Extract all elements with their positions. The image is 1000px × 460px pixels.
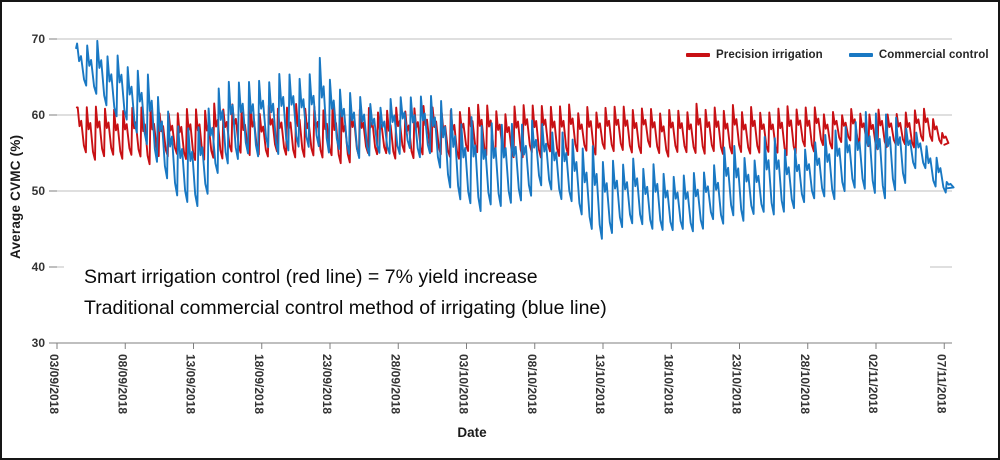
x-tick-label: 18/10/2018 bbox=[661, 354, 675, 414]
series-line-commercial-control bbox=[75, 39, 955, 240]
y-tick-label: 50 bbox=[32, 184, 46, 198]
x-tick-label: 28/10/2018 bbox=[798, 354, 812, 414]
blue-line-swatch-icon bbox=[848, 53, 873, 57]
x-tick-label: 13/09/2018 bbox=[184, 354, 198, 414]
annotation-line-1: Smart irrigation control (red line) = 7%… bbox=[84, 266, 538, 288]
x-tick-label: 03/10/2018 bbox=[457, 354, 471, 414]
x-tick-label: 03/09/2018 bbox=[47, 354, 61, 414]
legend: Precision irrigation Commercial control bbox=[686, 49, 989, 61]
y-tick-label: 60 bbox=[32, 108, 46, 122]
legend-label: Precision irrigation bbox=[716, 49, 823, 61]
y-tick-label: 70 bbox=[32, 32, 46, 46]
legend-item-commercial-control: Commercial control bbox=[848, 49, 989, 61]
x-tick-label: 13/10/2018 bbox=[593, 354, 607, 414]
y-tick-label: 30 bbox=[32, 336, 46, 350]
x-tick-label: 08/09/2018 bbox=[115, 354, 129, 414]
x-tick-label: 23/10/2018 bbox=[730, 354, 744, 414]
x-axis-title: Date bbox=[457, 425, 487, 440]
legend-label: Commercial control bbox=[878, 49, 989, 61]
red-line-swatch-icon bbox=[686, 53, 710, 57]
legend-item-precision-irrigation: Precision irrigation bbox=[686, 49, 823, 61]
x-tick-label: 18/09/2018 bbox=[252, 354, 266, 414]
annotation-box: Smart irrigation control (red line) = 7%… bbox=[64, 252, 930, 338]
x-tick-label: 28/09/2018 bbox=[388, 354, 402, 414]
x-tick-label: 02/11/2018 bbox=[866, 354, 880, 414]
y-axis-title: Average CVMC (%) bbox=[8, 134, 23, 260]
x-tick-label: 08/10/2018 bbox=[525, 354, 539, 414]
series-line-precision-irrigation bbox=[75, 102, 950, 166]
annotation-line-2: Traditional commercial control method of… bbox=[84, 297, 607, 319]
x-tick-label: 23/09/2018 bbox=[320, 354, 334, 414]
x-tick-label: 07/11/2018 bbox=[934, 354, 948, 414]
y-tick-label: 40 bbox=[32, 260, 46, 274]
